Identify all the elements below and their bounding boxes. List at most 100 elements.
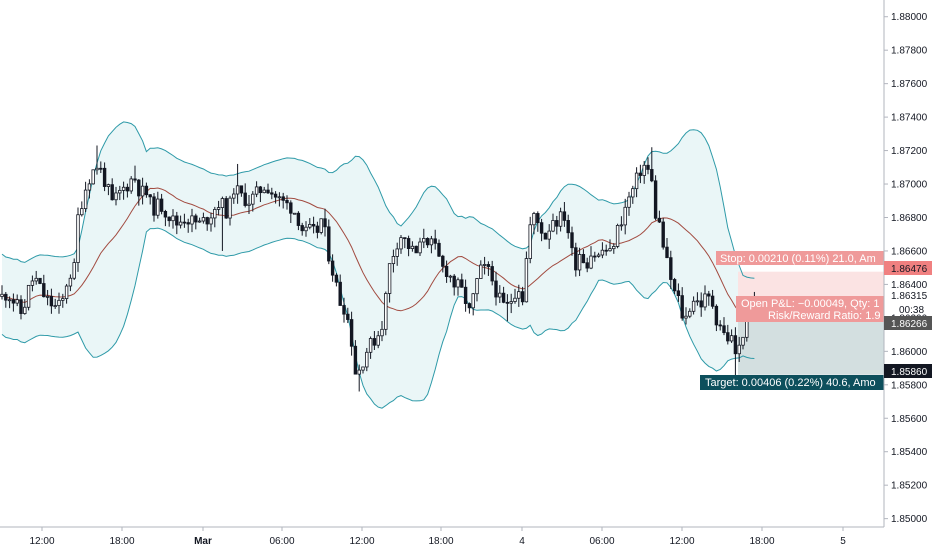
candle-body <box>201 217 206 222</box>
candle-body <box>30 280 35 286</box>
candle-body <box>714 305 719 326</box>
candle-body <box>186 222 190 225</box>
candle-body <box>167 216 171 222</box>
candle-body <box>543 232 548 240</box>
candle-body <box>346 313 350 320</box>
candle-body <box>308 223 312 228</box>
target-price-tag: 1.85860 <box>884 364 932 378</box>
current-price-tag: 1.86315 00:38 <box>891 291 928 316</box>
time-tick-label: 18:00 <box>749 536 774 547</box>
candle-body <box>384 293 388 330</box>
candle-body <box>623 206 627 226</box>
candle-body <box>395 248 399 257</box>
candle-body <box>422 238 426 243</box>
price-tick-label: 1.85400 <box>891 447 928 458</box>
candle-body <box>467 303 472 309</box>
candle-body <box>247 203 251 206</box>
candle-body <box>194 215 198 223</box>
price-tick-label: 1.87600 <box>891 79 928 90</box>
candle-body <box>524 258 529 303</box>
candle-body <box>566 220 570 234</box>
candle-body <box>61 298 65 301</box>
candle-body <box>182 221 187 224</box>
candle-body <box>680 295 684 319</box>
candle-body <box>197 220 202 223</box>
candle-body <box>722 325 726 334</box>
pnl-label: Open P&L: −0.00049, Qty: 1 <box>741 298 880 310</box>
candle-body <box>498 292 502 298</box>
time-tick-label: 06:00 <box>269 536 294 547</box>
candle-body <box>593 255 597 258</box>
bollinger-lower-line <box>1 227 755 409</box>
candle-body <box>26 284 31 308</box>
stop-price-text: 1.86476 <box>891 264 928 275</box>
candle-body <box>258 186 263 194</box>
candle-body <box>376 335 380 346</box>
price-tick-label: 1.87800 <box>891 46 928 57</box>
candle-body <box>99 167 103 170</box>
candle-body <box>479 264 483 279</box>
candle-body <box>156 198 160 216</box>
candle-body <box>380 328 384 337</box>
price-tick-label: 1.85800 <box>891 380 928 391</box>
candle-body <box>444 265 449 277</box>
candle-body <box>121 186 126 191</box>
candle-body <box>68 277 73 287</box>
stop-label-group[interactable]: Stop: 0.00210 (0.11%) 21.0, Am <box>716 251 884 265</box>
target-price-text: 1.85860 <box>891 367 928 378</box>
target-label-group[interactable]: Target: 0.00406 (0.22%) 40.6, Amo <box>700 375 884 390</box>
candle-body <box>399 237 403 250</box>
stop-label: Stop: 0.00210 (0.11%) 21.0, Am <box>720 253 876 265</box>
candle-body <box>72 262 76 279</box>
candle-body <box>148 194 152 198</box>
candle-body <box>342 305 346 315</box>
candle-body <box>669 257 673 280</box>
candle-body <box>133 178 137 181</box>
candle-body <box>327 226 331 262</box>
candle-body <box>228 197 232 219</box>
candle-body <box>102 167 107 187</box>
candle-body <box>368 338 373 353</box>
candle-body <box>83 189 88 210</box>
candle-body <box>452 275 456 288</box>
candle-body <box>585 262 589 269</box>
candle-body <box>0 293 4 297</box>
candle-body <box>42 283 46 298</box>
candle-body <box>49 295 54 307</box>
candle-body <box>285 199 289 204</box>
price-tick-label: 1.87200 <box>891 146 928 157</box>
time-tick-label: Mar <box>194 536 212 547</box>
candle-body <box>338 281 342 306</box>
candle-body <box>650 169 654 182</box>
candle-body <box>15 299 19 304</box>
candle-body <box>433 238 437 244</box>
candle-body <box>494 280 498 298</box>
candle-body <box>159 198 164 212</box>
pnl-label-group[interactable]: Open P&L: −0.00049, Qty: 1 Risk/Reward R… <box>736 296 884 322</box>
candle-body <box>23 306 27 314</box>
candle-body <box>532 213 536 226</box>
candle-body <box>266 189 270 194</box>
candle-body <box>463 286 468 304</box>
candle-body <box>391 256 396 265</box>
candle-body <box>460 279 464 288</box>
candle-body <box>110 184 114 201</box>
candle-body <box>403 237 407 240</box>
price-tick-label: 1.85200 <box>891 481 928 492</box>
candle-body <box>349 319 354 347</box>
target-label: Target: 0.00406 (0.22%) 40.6, Amo <box>705 377 876 389</box>
candle-body <box>703 293 707 308</box>
candle-body <box>414 245 418 254</box>
candle-body <box>91 169 95 185</box>
candle-body <box>577 254 582 271</box>
candle-body <box>304 226 308 232</box>
candle-body <box>114 192 118 201</box>
candle-body <box>7 299 12 302</box>
candle-body <box>152 196 156 216</box>
time-axis-bg[interactable] <box>0 527 932 550</box>
candle-body <box>513 297 517 302</box>
candle-body <box>4 293 8 301</box>
candle-body <box>289 202 293 214</box>
candle-body <box>661 221 665 248</box>
